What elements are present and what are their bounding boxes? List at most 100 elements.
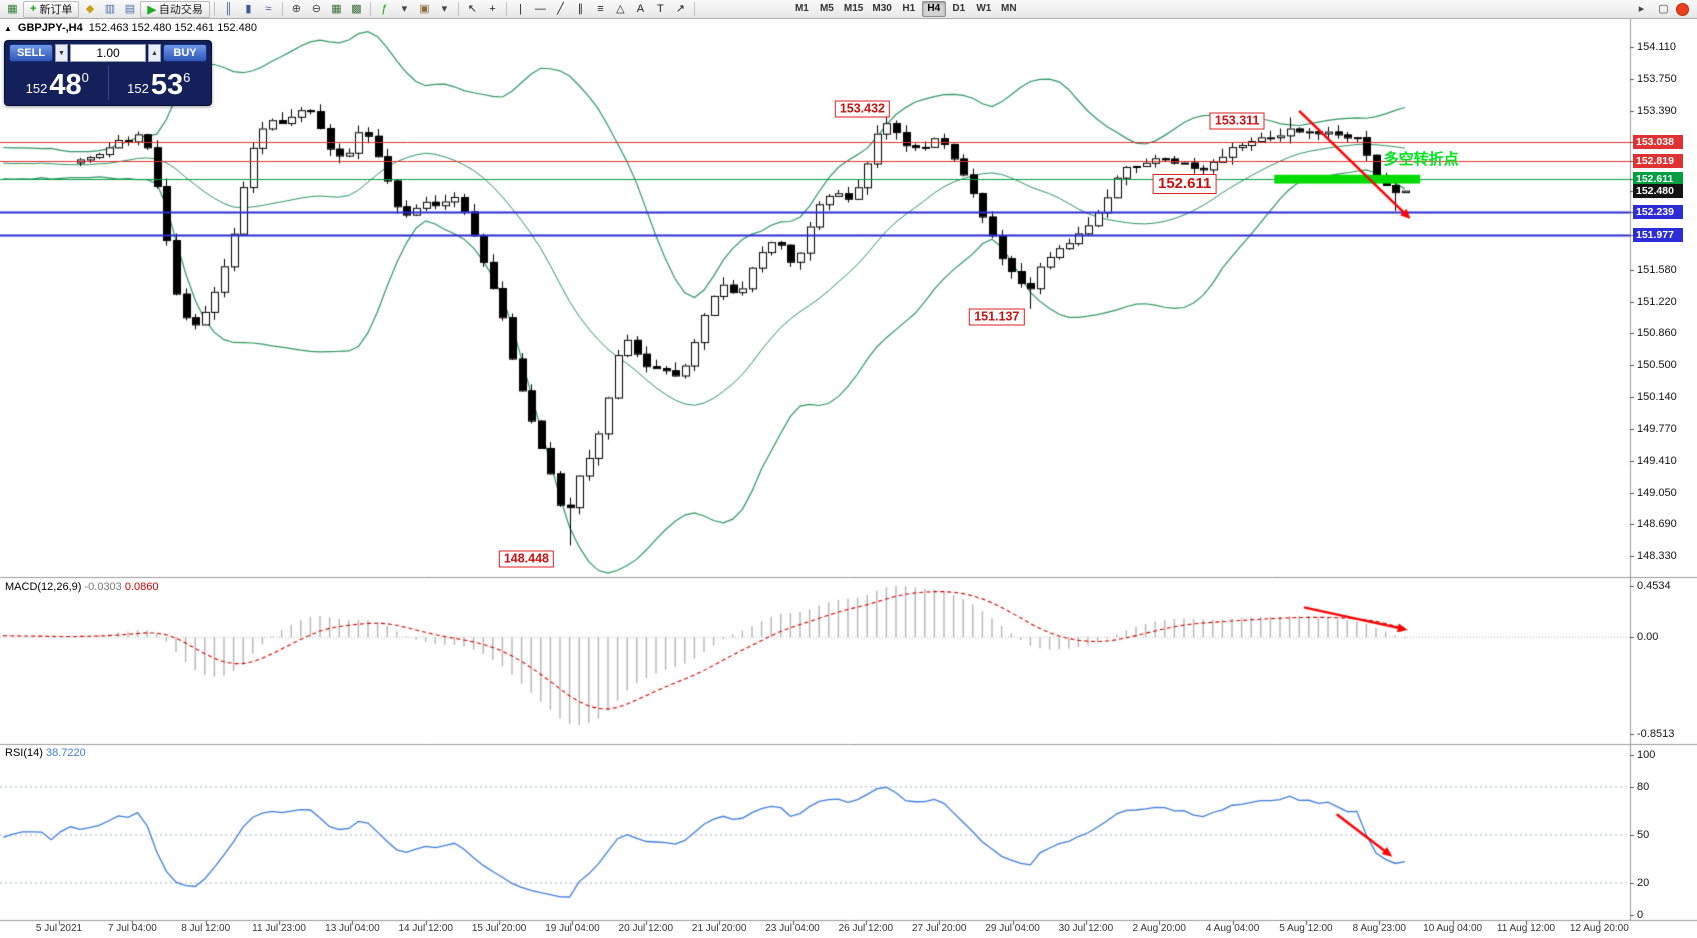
lot-increase-button[interactable]: ▲ (148, 44, 161, 62)
autotrading-button[interactable]: ▶ 自动交易 (140, 0, 210, 18)
rsi-axis-label: 20 (1637, 877, 1650, 890)
lot-size-input[interactable] (70, 44, 146, 62)
trendline-icon[interactable]: ╱ (557, 2, 564, 15)
fullscreen-icon[interactable]: ▢ (1658, 2, 1669, 15)
toolbar: ▦ + 新订单 ◆ ▥ ▤ ▶ 自动交易 ║ ▮ ≈ ⊕ ⊖ ▦ ▩ ƒ ▾ ▣ ▾ ↖ + | — ╱ ∥ ≡ △ A T ↗ M1 M5 M… (0, 0, 1697, 19)
price-axis-label: 153.390 (1637, 104, 1677, 117)
chart-quote-header: ▲ GBPJPY-,H4 152.463 152.480 152.461 152… (4, 22, 257, 34)
time-axis-label: 8 Aug 23:00 (1352, 923, 1406, 934)
autotrading-button-icon: ▶ (147, 3, 156, 16)
sell-price-display[interactable]: 152 48 0 (11, 70, 104, 100)
price-axis-label: 151.580 (1637, 263, 1677, 276)
timeframe-h1-button[interactable]: H1 (897, 1, 921, 17)
horizontal-line-icon[interactable]: — (534, 2, 546, 15)
price-axis-label: 149.410 (1637, 454, 1677, 467)
chart-shift-icon[interactable]: ▸ (1638, 2, 1645, 15)
indicators-icon[interactable]: ƒ (381, 2, 388, 15)
ohlc-values: 152.463 152.480 152.461 152.480 (88, 22, 257, 34)
sell-price-pips: 48 (49, 69, 82, 101)
toolbar-right-group: ▸ ▢ (1632, 1, 1694, 18)
time-axis-label: 13 Jul 04:00 (325, 923, 380, 934)
macd-axis-label: 0.4534 (1637, 579, 1671, 592)
current-price-tag: 152.480 (1633, 183, 1683, 198)
rsi-axis-label: 50 (1637, 829, 1650, 842)
new-order-button-label: 新订单 (39, 4, 73, 16)
timeframe-m1-button[interactable]: M1 (790, 1, 814, 17)
timeframe-m15-button[interactable]: M15 (840, 1, 867, 17)
timeframe-mn-button[interactable]: MN (997, 1, 1021, 17)
price-level-tag[interactable]: 153.038 (1633, 134, 1683, 149)
rsi-axis-label: 80 (1637, 781, 1650, 794)
price-level-tag[interactable]: 151.977 (1633, 227, 1683, 242)
annotation-note[interactable]: 多空转折点 (1383, 151, 1459, 169)
timeframe-w1-button[interactable]: W1 (972, 1, 996, 17)
time-axis-label: 5 Aug 12:00 (1279, 923, 1333, 934)
price-level-tag[interactable]: 152.819 (1633, 153, 1683, 168)
toolbar-separator (281, 2, 283, 16)
price-callout[interactable]: 152.611 (1152, 174, 1217, 195)
price-axis-label: 149.050 (1637, 486, 1677, 499)
crosshair-icon[interactable]: + (489, 2, 496, 15)
buy-button[interactable]: BUY (163, 44, 207, 62)
market-watch-icon[interactable]: ▥ (104, 2, 116, 15)
candlestick-chart-icon[interactable]: ▮ (245, 2, 252, 15)
timeframe-h4-button[interactable]: H4 (921, 1, 946, 17)
one-click-collapse-toggle[interactable]: ▲ (4, 23, 12, 33)
time-axis-label: 4 Aug 04:00 (1205, 923, 1260, 934)
timeframe-m30-button[interactable]: M30 (868, 1, 895, 17)
time-axis-label: 2 Aug 20:00 (1132, 923, 1186, 934)
notification-badge-icon[interactable] (1676, 2, 1689, 16)
auto-arrange-icon[interactable]: ▩ (351, 2, 362, 15)
timeframe-d1-button[interactable]: D1 (947, 1, 971, 17)
metaeditor-icon[interactable]: ◆ (85, 2, 95, 15)
price-callout[interactable]: 153.311 (1209, 112, 1265, 130)
shapes-icon[interactable]: △ (616, 2, 625, 15)
arrow-object-icon[interactable]: ↗ (675, 2, 686, 15)
macd-main-value: -0.0303 (84, 581, 122, 593)
tile-windows-icon[interactable]: ▦ (331, 2, 342, 15)
price-axis-label: 150.860 (1637, 327, 1677, 340)
time-axis-label: 11 Jul 23:00 (252, 923, 306, 934)
equidistant-channel-icon[interactable]: ∥ (577, 2, 584, 15)
bar-chart-icon[interactable]: ║ (224, 2, 233, 15)
cursor-icon[interactable]: ↖ (467, 2, 478, 15)
sell-price-major: 152 (25, 81, 48, 96)
text-icon[interactable]: A (636, 2, 645, 15)
new-order-button[interactable]: + 新订单 (23, 0, 80, 18)
toolbar-separator (693, 2, 695, 16)
price-level-tag[interactable]: 152.611 (1633, 172, 1683, 187)
macd-axis-label: -0.8513 (1637, 727, 1675, 740)
text-label-icon[interactable]: T (657, 2, 664, 15)
buy-price-display[interactable]: 152 53 6 (113, 70, 206, 100)
vertical-line-icon[interactable]: | (518, 2, 522, 15)
lot-decrease-button[interactable]: ▼ (55, 44, 68, 62)
zoom-out-icon[interactable]: ⊖ (311, 2, 322, 15)
new-chart-icon[interactable]: ▦ (7, 2, 18, 15)
profiles-dropdown-icon[interactable]: ▾ (441, 2, 448, 15)
zoom-in-icon[interactable]: ⊕ (291, 2, 302, 15)
rsi-label-title: RSI(14) (5, 747, 43, 759)
time-axis-label: 10 Aug 04:00 (1423, 923, 1483, 934)
rsi-axis-label: 0 (1637, 909, 1644, 922)
toolbar-separator (369, 2, 371, 16)
time-axis-label: 12 Aug 20:00 (1569, 923, 1629, 934)
price-axis-label: 148.330 (1637, 549, 1677, 562)
templates-icon[interactable]: ▣ (419, 2, 430, 15)
timeframe-m5-button[interactable]: M5 (815, 1, 839, 17)
macd-label-title: MACD(12,26,9) (5, 581, 82, 593)
line-chart-icon[interactable]: ≈ (265, 2, 272, 15)
timeframe-group: M1 M5 M15 M30 H1 H4 D1 W1 MN (790, 1, 1021, 17)
price-callout[interactable]: 153.432 (834, 100, 890, 118)
terminal-icon[interactable]: ▤ (124, 2, 136, 15)
price-callout[interactable]: 148.448 (498, 550, 554, 568)
price-callout[interactable]: 151.137 (969, 308, 1025, 326)
price-level-tag[interactable]: 152.239 (1633, 204, 1683, 219)
time-axis-label: 11 Aug 12:00 (1496, 923, 1556, 934)
fibonacci-icon[interactable]: ≡ (597, 2, 604, 15)
price-divider (107, 66, 109, 100)
indicators-dropdown-icon[interactable]: ▾ (401, 2, 408, 15)
sell-button[interactable]: SELL (9, 44, 53, 62)
time-axis-label: 27 Jul 20:00 (911, 923, 967, 934)
time-axis-label: 26 Jul 12:00 (838, 923, 894, 934)
